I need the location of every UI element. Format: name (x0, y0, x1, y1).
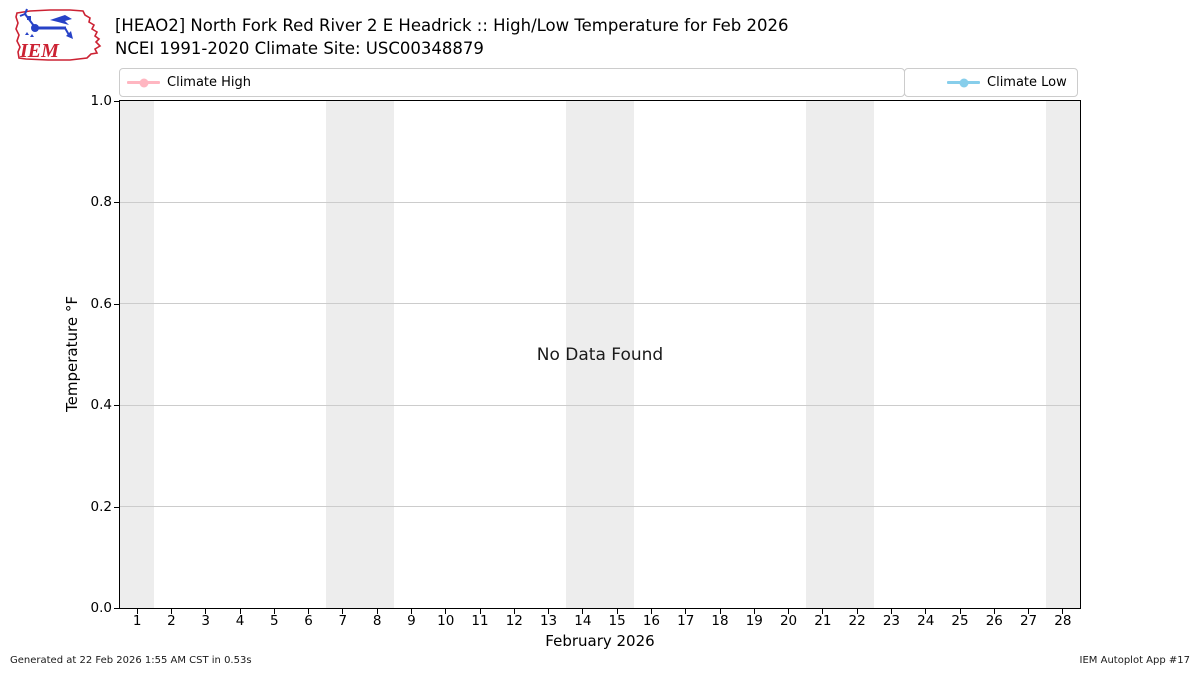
x-tick-label: 26 (985, 613, 1003, 629)
x-tick (239, 609, 241, 614)
plot-area: No Data Found (119, 100, 1081, 609)
x-axis-label: February 2026 (545, 632, 655, 650)
x-tick-label: 17 (677, 613, 695, 629)
legend-box-climate-low: Climate Low (904, 68, 1078, 97)
x-tick (650, 609, 652, 614)
x-tick-label: 24 (917, 613, 935, 629)
x-tick (513, 609, 515, 614)
h-gridline (120, 506, 1080, 508)
y-tick (114, 506, 119, 508)
h-gridline (120, 404, 1080, 406)
x-tick (685, 609, 687, 614)
chart-subtitle: NCEI 1991-2020 Climate Site: USC00348879 (115, 38, 484, 58)
iem-logo: IEM (15, 8, 102, 62)
x-tick-label: 19 (745, 613, 763, 629)
x-tick-label: 1 (132, 613, 142, 629)
x-tick (342, 609, 344, 614)
logo-iem-text: IEM (19, 40, 60, 62)
legend-box-climate-high: Climate High (119, 68, 905, 97)
x-tick-label: 10 (437, 613, 455, 629)
x-tick (1028, 609, 1030, 614)
chart-title-block: [HEAO2] North Fork Red River 2 E Headric… (115, 15, 789, 60)
x-tick (479, 609, 481, 614)
y-tick (114, 405, 119, 407)
x-tick (993, 609, 995, 614)
x-tick-label: 13 (539, 613, 558, 629)
x-tick (856, 609, 858, 614)
x-tick (582, 609, 584, 614)
generated-timestamp: Generated at 22 Feb 2026 1:55 AM CST in … (10, 655, 252, 666)
x-tick-label: 22 (848, 613, 866, 629)
iowa-outline-shape (15, 9, 102, 61)
legend-item-climate-low: Climate Low (947, 75, 1067, 90)
x-tick-label: 7 (338, 613, 348, 629)
x-tick-label: 21 (814, 613, 832, 629)
weekend-band (805, 101, 875, 608)
x-tick (445, 609, 447, 614)
x-tick-label: 6 (304, 613, 313, 629)
y-tick (114, 101, 119, 102)
weekend-band (1045, 101, 1080, 608)
x-tick (753, 609, 755, 614)
x-tick (136, 609, 138, 614)
y-tick-label: 0.0 (90, 600, 112, 616)
x-tick-label: 20 (779, 613, 798, 629)
x-tick (308, 609, 310, 614)
x-tick-label: 14 (574, 613, 592, 629)
x-tick-label: 3 (201, 613, 210, 629)
x-tick-label: 9 (407, 613, 416, 629)
x-tick (890, 609, 892, 614)
y-tick-label: 0.8 (90, 194, 112, 211)
y-tick-label: 0.2 (90, 498, 112, 515)
chart-title: [HEAO2] North Fork Red River 2 E Headric… (115, 16, 789, 35)
y-axis-label: Temperature °F (63, 296, 81, 412)
x-tick-label: 2 (167, 613, 176, 629)
weekend-band (565, 101, 635, 608)
y-tick (114, 303, 119, 305)
x-tick (376, 609, 378, 614)
climate-high-marker-icon (139, 78, 148, 87)
x-tick-label: 16 (642, 613, 661, 629)
climate-high-line-swatch (127, 78, 160, 87)
climate-low-marker-icon (959, 78, 968, 87)
x-tick-label: 8 (372, 613, 382, 629)
y-tick (114, 608, 119, 609)
x-tick-label: 5 (269, 613, 279, 629)
x-tick-label: 15 (608, 613, 626, 629)
x-tick-label: 23 (882, 613, 901, 629)
x-tick-label: 18 (711, 613, 729, 629)
x-tick-label: 4 (235, 613, 245, 629)
x-tick (205, 609, 207, 614)
x-tick (273, 609, 275, 614)
x-tick (719, 609, 721, 614)
legend-item-climate-high: Climate High (127, 75, 251, 90)
y-tick (114, 202, 119, 204)
h-gridline (120, 303, 1080, 305)
x-tick (548, 609, 550, 614)
x-tick-label: 27 (1019, 613, 1038, 629)
no-data-message: No Data Found (536, 344, 664, 365)
x-tick-label: 12 (505, 613, 523, 629)
x-tick (788, 609, 790, 614)
climate-low-line-swatch (947, 78, 980, 87)
x-tick (616, 609, 618, 614)
x-tick (822, 609, 824, 614)
x-tick-label: 25 (951, 613, 969, 629)
weekend-band (325, 101, 395, 608)
x-tick (1062, 609, 1064, 614)
app-credit: IEM Autoplot App #17 (1079, 655, 1190, 666)
x-tick (410, 609, 412, 614)
x-tick (170, 609, 172, 614)
x-tick-label: 28 (1054, 613, 1072, 629)
x-tick-label: 11 (471, 613, 489, 629)
y-tick-label: 1.0 (90, 93, 112, 109)
legend-label-climate-low: Climate Low (987, 75, 1067, 90)
legend-label-climate-high: Climate High (167, 75, 252, 90)
weathervane-icon (19, 8, 73, 39)
x-tick (925, 609, 927, 614)
x-tick (959, 609, 961, 614)
weekend-band (120, 101, 155, 608)
h-gridline (120, 201, 1080, 203)
